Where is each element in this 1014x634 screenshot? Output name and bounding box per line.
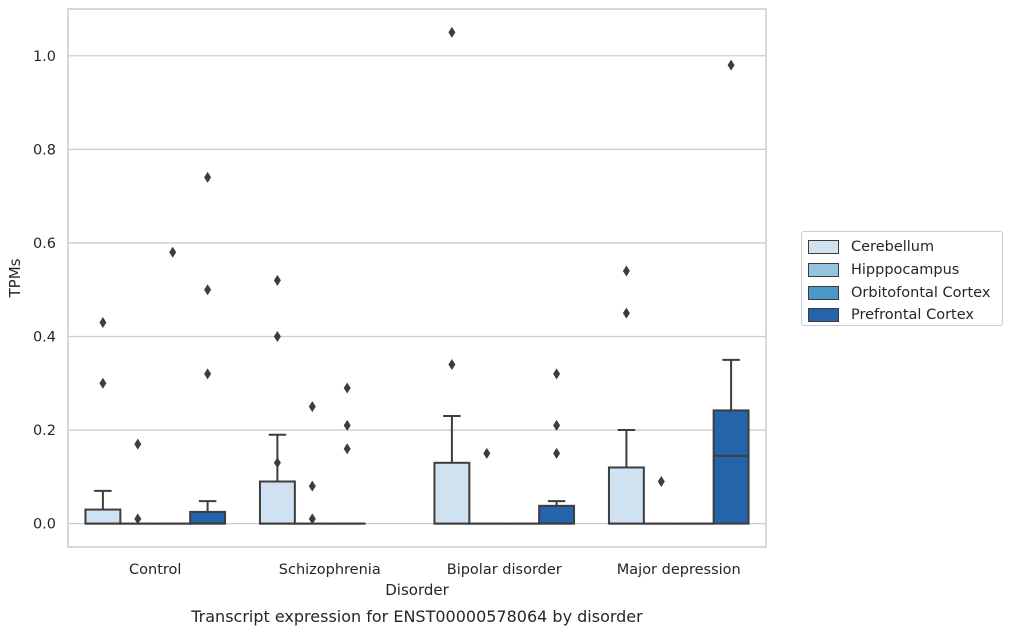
legend-label: Hipppocampus xyxy=(851,262,960,279)
x-axis-label: Disorder xyxy=(385,581,449,599)
y-tick-label: 0.2 xyxy=(33,423,56,439)
x-tick-labels: Control Schizophrenia Bipolar disorder Majo… xyxy=(129,562,741,578)
box xyxy=(433,461,471,525)
outlier-point xyxy=(622,307,630,319)
box xyxy=(712,409,750,525)
gridlines xyxy=(68,55,766,525)
outlier-point xyxy=(727,59,735,71)
outlier-point xyxy=(622,265,630,277)
outlier-point xyxy=(553,368,561,380)
x-tick-label: Control xyxy=(129,562,181,578)
plot-area-frame xyxy=(67,8,767,548)
legend-label: Orbitofontal Cortex xyxy=(851,284,991,301)
series-cerebellum xyxy=(84,26,645,525)
box xyxy=(84,508,122,525)
legend-swatch xyxy=(808,285,839,300)
series-orbitofontal-cortex xyxy=(154,246,715,525)
box-series xyxy=(84,26,750,525)
outlier-point xyxy=(553,447,561,459)
outlier-point xyxy=(343,419,351,431)
legend-swatch xyxy=(808,240,839,255)
chart-title: Transcript expression for ENST0000057806… xyxy=(190,607,643,626)
series-hipppocampus xyxy=(119,401,680,525)
outlier-point xyxy=(273,457,281,469)
outlier-point xyxy=(134,438,142,450)
y-tick-label: 0.4 xyxy=(33,329,56,345)
box xyxy=(189,510,227,525)
x-tick-label: Schizophrenia xyxy=(279,562,381,578)
x-tick-label: Major depression xyxy=(617,562,741,578)
legend-item: Cerebellum xyxy=(808,236,1002,259)
x-tick-label: Bipolar disorder xyxy=(447,562,562,578)
outlier-point xyxy=(343,382,351,394)
box xyxy=(258,480,296,525)
legend-label: Cerebellum xyxy=(851,239,935,256)
y-tick-label: 0.0 xyxy=(33,517,56,533)
legend-swatch xyxy=(808,308,839,323)
legend-item: Hipppocampus xyxy=(808,259,1002,282)
outlier-point xyxy=(204,368,212,380)
box xyxy=(538,504,576,525)
outlier-point xyxy=(204,284,212,296)
outlier-point xyxy=(657,476,665,488)
y-tick-label: 0.8 xyxy=(33,142,56,158)
outlier-point xyxy=(448,359,456,371)
box xyxy=(607,466,645,525)
outlier-point xyxy=(273,274,281,286)
series-prefrontal-cortex xyxy=(189,59,750,525)
y-tick-label: 1.0 xyxy=(33,49,56,65)
outlier-point xyxy=(308,401,316,413)
y-axis-label: TPMs xyxy=(6,258,24,298)
outlier-point xyxy=(273,330,281,342)
outlier-point xyxy=(308,513,316,525)
legend-item: Prefrontal Cortex xyxy=(808,304,1002,327)
outlier-point xyxy=(308,480,316,492)
outlier-point xyxy=(134,513,142,525)
outlier-point xyxy=(99,316,107,328)
legend: Cerebellum Hipppocampus Orbitofontal Corte… xyxy=(801,231,1003,326)
outlier-point xyxy=(553,419,561,431)
legend-item: Orbitofontal Cortex xyxy=(808,281,1002,304)
outlier-point xyxy=(448,26,456,38)
y-tick-label: 0.6 xyxy=(33,236,56,252)
legend-swatch xyxy=(808,263,839,278)
outlier-point xyxy=(204,171,212,183)
y-tick-labels: 0.0 0.2 0.4 0.6 0.8 1.0 xyxy=(33,49,56,533)
legend-label: Prefrontal Cortex xyxy=(851,307,974,324)
outlier-point xyxy=(483,447,491,459)
outlier-point xyxy=(99,377,107,389)
outlier-point xyxy=(169,246,177,258)
outlier-point xyxy=(343,443,351,455)
